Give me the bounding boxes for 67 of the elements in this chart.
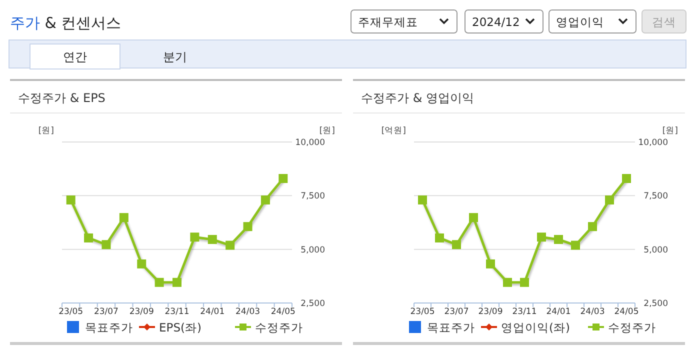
y2-tick-label: 7,500 [300, 192, 325, 202]
x-tick-label: 24/01 [546, 307, 571, 317]
point [84, 233, 94, 242]
point [172, 278, 182, 287]
chart-title: 수정주가 & EPS [18, 91, 106, 105]
text: 영업이익 [556, 15, 604, 29]
text: 주재무제표 [358, 15, 418, 29]
point [571, 240, 580, 250]
text: 2024/12 [472, 15, 520, 29]
x-tick-label: 23/07 [444, 307, 469, 317]
point [208, 234, 217, 244]
point [452, 240, 461, 250]
point [278, 174, 288, 183]
text: 주가 & 컨센서스 [10, 14, 122, 32]
point [190, 232, 200, 242]
point [226, 240, 235, 250]
point [486, 259, 495, 268]
x-tick-label: 23/11 [512, 307, 537, 317]
point [554, 234, 563, 244]
point [137, 259, 146, 268]
point [243, 222, 252, 232]
y2-axis-title: [원] [319, 126, 335, 136]
point [418, 195, 427, 204]
x-tick-label: 23/05 [58, 307, 84, 317]
y2-tick-label: 5,000 [300, 245, 325, 256]
legend-label: 목표주가 [427, 320, 475, 334]
y2-tick-label: 7,500 [644, 192, 668, 202]
point [469, 213, 478, 222]
point [588, 222, 597, 232]
y2-axis-title: [원] [662, 126, 678, 136]
text: 검색 [652, 15, 676, 29]
x-tick-label: 24/05 [270, 307, 296, 317]
y2-tick-label: 2,500 [644, 299, 668, 309]
y2-tick-label: 10,000 [295, 138, 325, 148]
legend-label: 수정주가 [608, 320, 656, 334]
text: 분기 [163, 50, 187, 64]
point [102, 240, 111, 250]
x-tick-label: 23/09 [129, 307, 154, 317]
point [622, 174, 631, 183]
point [66, 195, 76, 204]
point [435, 233, 444, 242]
legend-label: 영업이익(좌) [501, 320, 570, 334]
chart-title: 수정주가 & 영업이익 [361, 91, 474, 105]
text: 연간 [63, 50, 87, 64]
y-axis-title: [원] [38, 126, 54, 136]
x-tick-label: 24/05 [614, 307, 639, 317]
y-axis-title: [억원] [381, 126, 406, 136]
point [154, 278, 164, 287]
point [520, 278, 529, 287]
point [503, 278, 512, 287]
x-tick-label: 24/03 [580, 307, 605, 317]
x-tick-label: 23/05 [410, 307, 435, 317]
x-tick-label: 24/01 [200, 307, 225, 317]
y2-tick-label: 5,000 [644, 245, 668, 256]
x-tick-label: 23/11 [164, 307, 190, 317]
y2-tick-label: 2,500 [300, 299, 325, 309]
point [537, 232, 546, 242]
x-tick-label: 23/09 [478, 307, 503, 317]
x-tick-label: 23/07 [94, 307, 118, 317]
legend-label: EPS(좌) [159, 320, 202, 334]
point [605, 195, 614, 204]
point [119, 213, 128, 222]
point [260, 195, 270, 204]
legend-label: 목표주가 [85, 320, 133, 334]
legend-label: 수정주가 [255, 320, 303, 334]
x-tick-label: 24/03 [236, 307, 260, 317]
y2-tick-label: 10,000 [638, 138, 668, 148]
